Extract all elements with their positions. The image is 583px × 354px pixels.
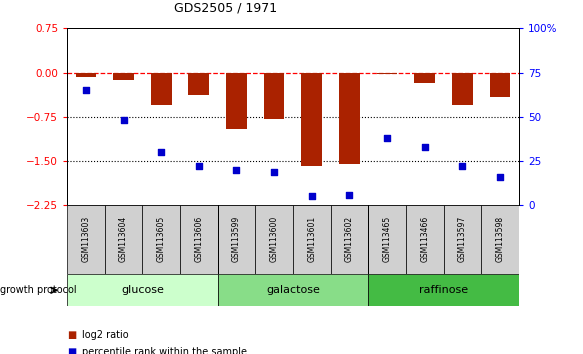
Text: GDS2505 / 1971: GDS2505 / 1971 [174, 1, 277, 14]
Bar [142, 205, 180, 274]
Bar [113, 73, 134, 80]
Bar [217, 205, 255, 274]
Bar [67, 205, 105, 274]
Point [420, 144, 430, 150]
Text: GSM113603: GSM113603 [82, 216, 90, 262]
Bar [255, 205, 293, 274]
Point [194, 164, 203, 169]
Text: GSM113604: GSM113604 [119, 216, 128, 262]
Bar [180, 205, 217, 274]
Bar [151, 73, 171, 105]
Bar [339, 73, 360, 164]
Point [382, 135, 392, 141]
Bar [368, 274, 519, 306]
Text: log2 ratio: log2 ratio [82, 330, 128, 339]
Text: GSM113605: GSM113605 [157, 216, 166, 262]
Text: GSM113466: GSM113466 [420, 216, 429, 262]
Bar [481, 205, 519, 274]
Bar [490, 73, 510, 97]
Bar [293, 205, 331, 274]
Text: raffinose: raffinose [419, 285, 468, 295]
Text: ■: ■ [67, 347, 76, 354]
Point [458, 164, 467, 169]
Bar [406, 205, 444, 274]
Text: GSM113602: GSM113602 [345, 216, 354, 262]
Bar [217, 274, 368, 306]
Bar [368, 205, 406, 274]
Bar [331, 205, 368, 274]
Text: GSM113600: GSM113600 [269, 216, 279, 262]
Bar [67, 274, 217, 306]
Point [269, 169, 279, 175]
Point [119, 118, 128, 123]
Text: glucose: glucose [121, 285, 164, 295]
Point [81, 87, 90, 93]
Point [232, 167, 241, 173]
Text: GSM113598: GSM113598 [496, 216, 504, 262]
Text: GSM113597: GSM113597 [458, 216, 467, 262]
Point [496, 174, 505, 180]
Point [345, 192, 354, 198]
Point [156, 149, 166, 155]
Bar [444, 205, 481, 274]
Text: ■: ■ [67, 330, 76, 339]
Bar [452, 73, 473, 105]
Bar [377, 73, 398, 74]
Point [307, 194, 317, 199]
Bar [105, 205, 142, 274]
Text: GSM113465: GSM113465 [382, 216, 392, 262]
Bar [226, 73, 247, 129]
Bar [76, 73, 96, 77]
Text: GSM113606: GSM113606 [194, 216, 203, 262]
Bar [188, 73, 209, 95]
Text: GSM113599: GSM113599 [232, 216, 241, 262]
Text: galactose: galactose [266, 285, 320, 295]
Bar [301, 73, 322, 166]
Text: GSM113601: GSM113601 [307, 216, 317, 262]
Text: growth protocol: growth protocol [0, 285, 76, 295]
Text: percentile rank within the sample: percentile rank within the sample [82, 347, 247, 354]
Bar [264, 73, 285, 119]
Bar [415, 73, 435, 83]
